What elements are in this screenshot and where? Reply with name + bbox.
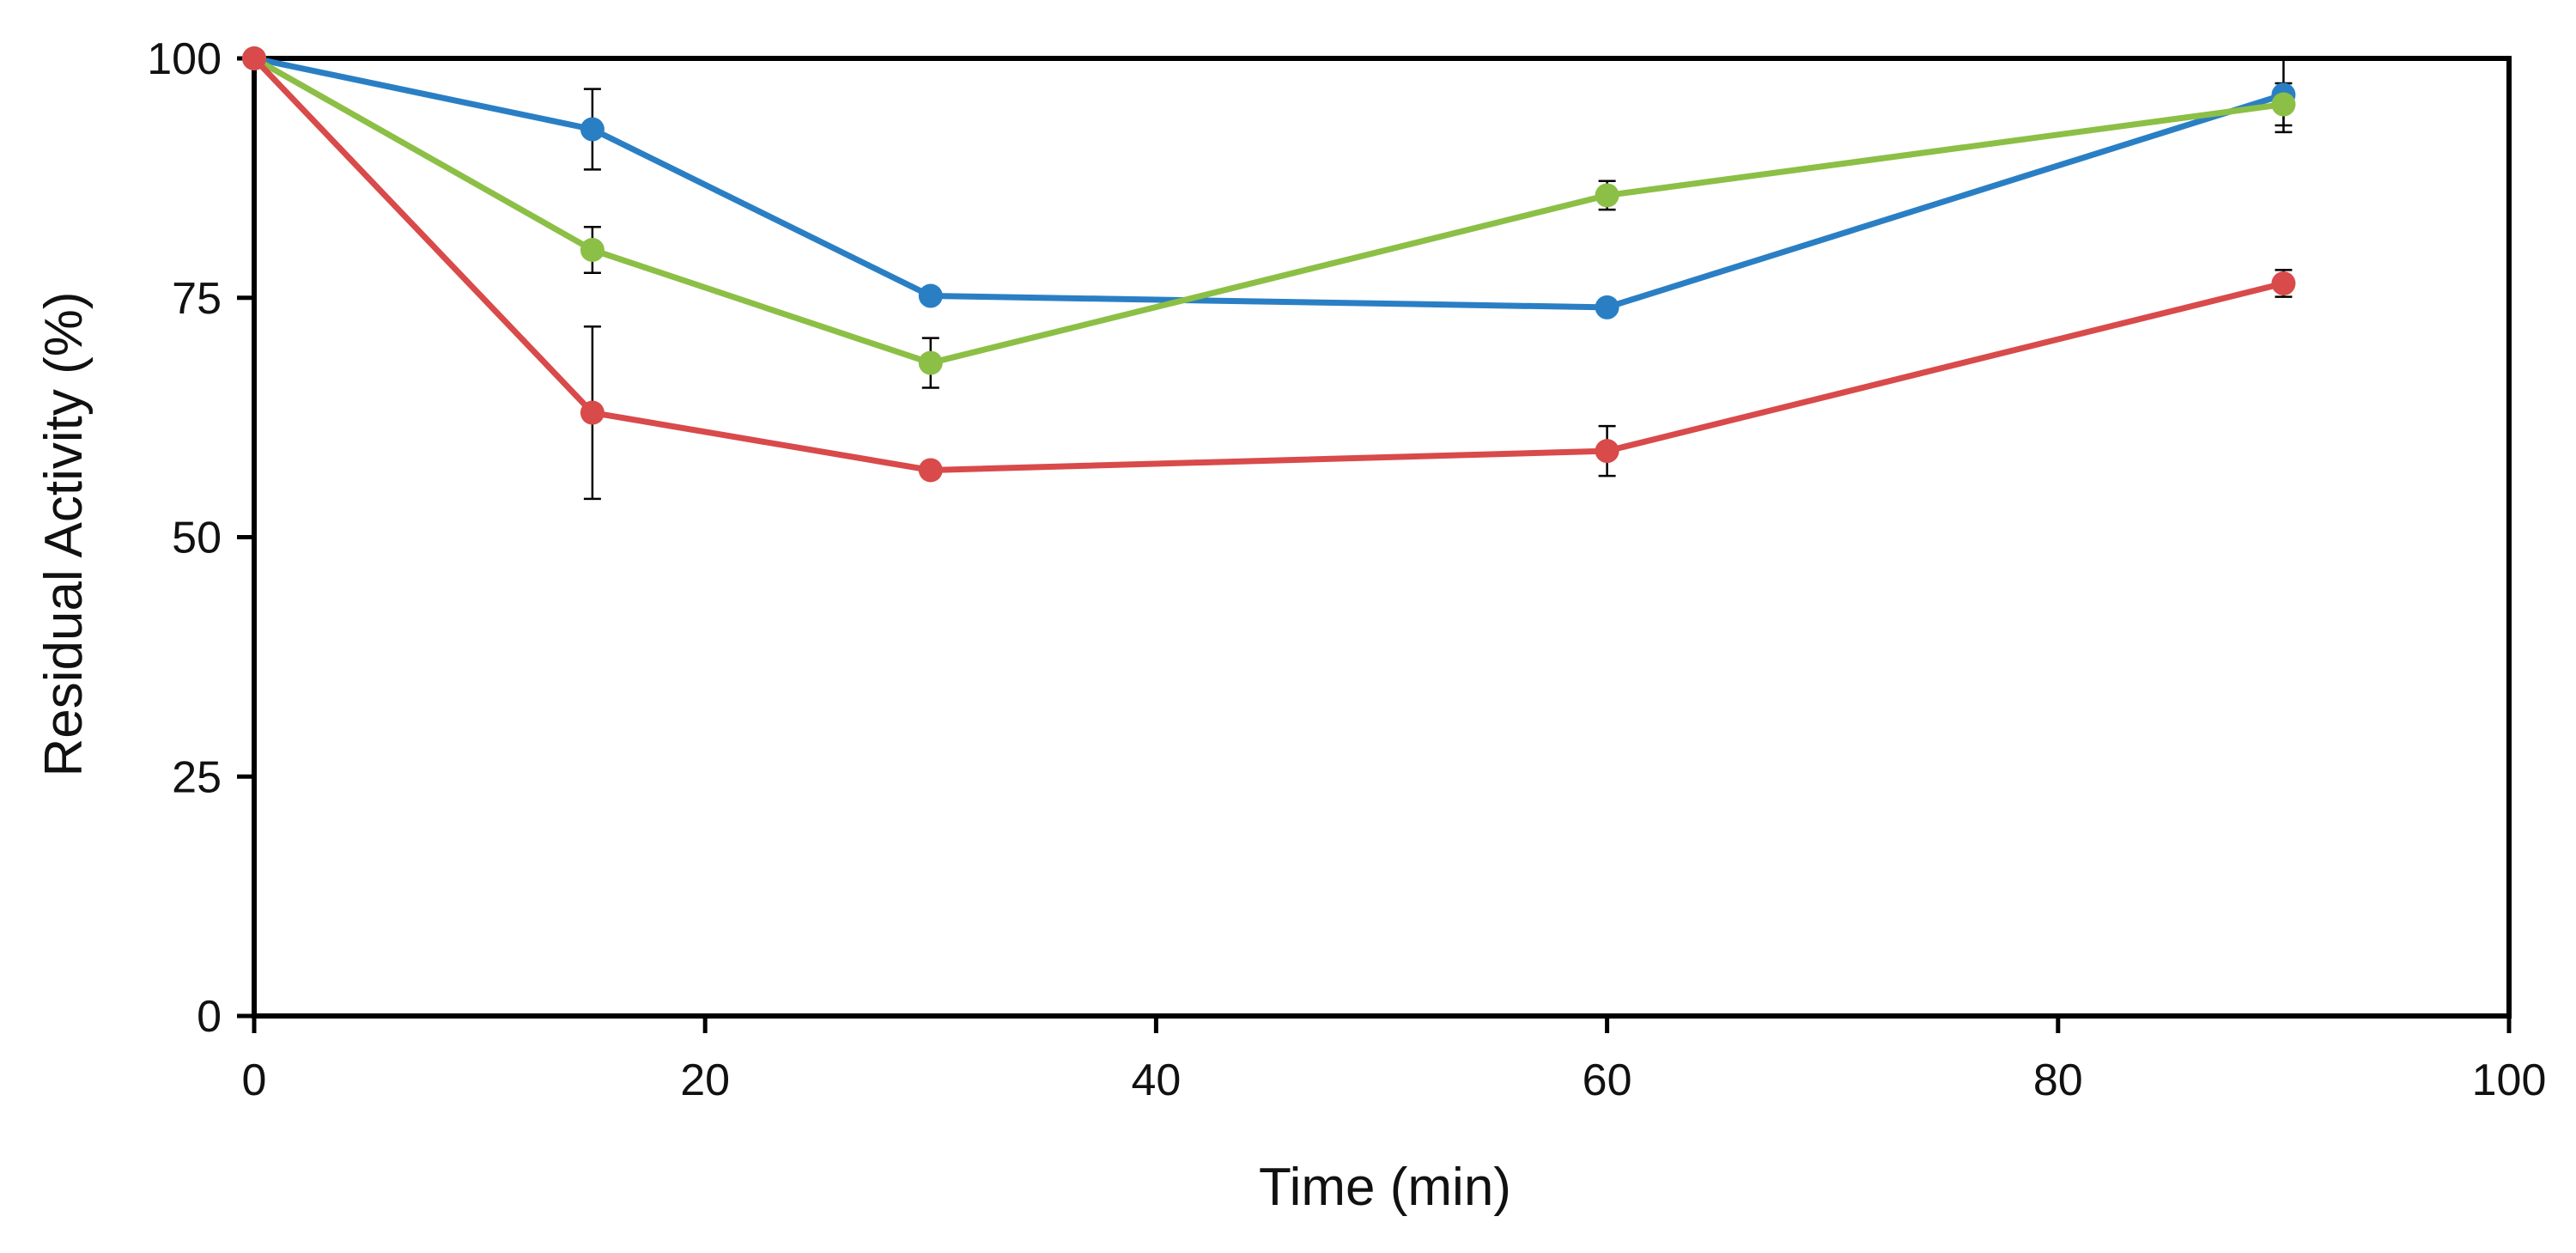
- y-tick-label: 50: [172, 514, 222, 563]
- x-tick-label: 20: [680, 1055, 730, 1105]
- red-data-point: [1595, 439, 1619, 464]
- green-data-point: [1595, 183, 1619, 208]
- green-data-point: [580, 238, 605, 262]
- blue-data-point: [918, 283, 943, 308]
- blue-data-point: [580, 117, 605, 142]
- x-tick-label: 100: [2472, 1055, 2547, 1105]
- y-axis-title: Residual Activity (%): [34, 291, 94, 776]
- y-tick-label: 25: [172, 752, 222, 802]
- green-series-line: [252, 55, 2284, 367]
- x-tick-label: 80: [2033, 1055, 2083, 1105]
- red-data-point: [242, 46, 266, 70]
- plot-area-frame: [252, 56, 2512, 1019]
- red-data-point: [580, 400, 605, 425]
- blue-data-point: [1595, 295, 1619, 319]
- x-axis-title: Time (min): [1259, 1158, 1511, 1217]
- y-tick-label: 100: [147, 34, 222, 84]
- y-tick-label: 75: [172, 274, 222, 324]
- green-data-point: [918, 350, 943, 375]
- green-data-point: [2271, 92, 2296, 117]
- x-tick-label: 60: [1583, 1055, 1632, 1105]
- red-data-point: [918, 458, 943, 483]
- x-tick-label: 40: [1131, 1055, 1181, 1105]
- x-tick-label: 0: [242, 1055, 267, 1105]
- red-data-point: [2271, 271, 2296, 296]
- blue-series-line: [253, 55, 2285, 311]
- y-tick-label: 0: [197, 992, 222, 1042]
